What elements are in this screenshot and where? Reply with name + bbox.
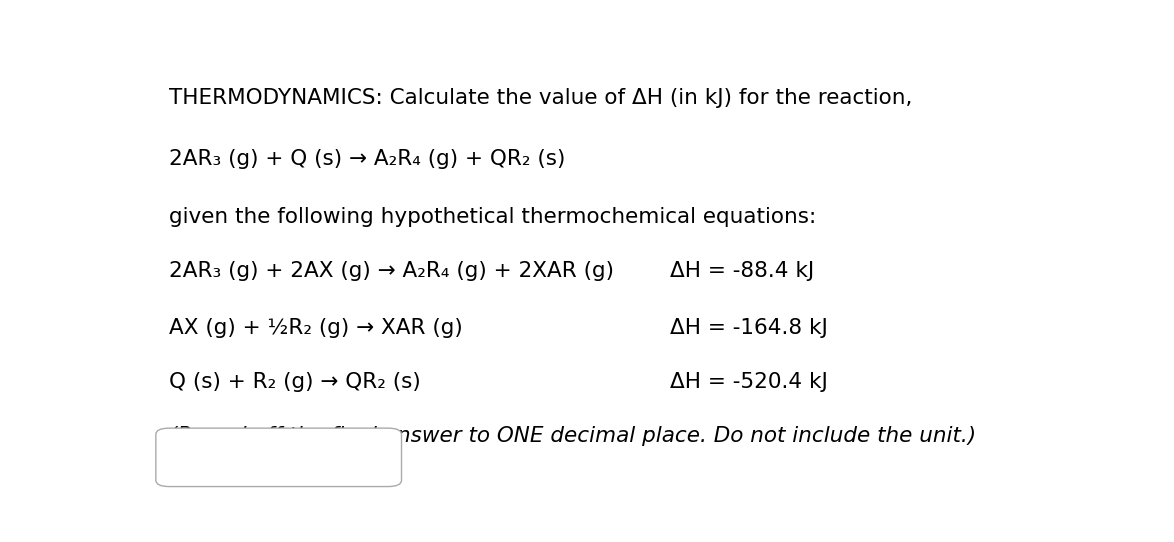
Text: Q (s) + R₂ (g) → QR₂ (s): Q (s) + R₂ (g) → QR₂ (s) [169, 372, 421, 392]
Text: ΔH = -164.8 kJ: ΔH = -164.8 kJ [670, 318, 828, 338]
Text: ΔH = -520.4 kJ: ΔH = -520.4 kJ [670, 372, 828, 392]
FancyBboxPatch shape [156, 428, 402, 487]
Text: THERMODYNAMICS: Calculate the value of ΔH (in kJ) for the reaction,: THERMODYNAMICS: Calculate the value of Δ… [169, 88, 913, 108]
Text: ΔH = -88.4 kJ: ΔH = -88.4 kJ [670, 261, 814, 281]
Text: 2AR₃ (g) + 2AX (g) → A₂R₄ (g) + 2XAR (g): 2AR₃ (g) + 2AX (g) → A₂R₄ (g) + 2XAR (g) [169, 261, 614, 281]
Text: (Round off the final answer to ONE decimal place. Do not include the unit.): (Round off the final answer to ONE decim… [169, 426, 977, 446]
Text: AX (g) + ½R₂ (g) → XAR (g): AX (g) + ½R₂ (g) → XAR (g) [169, 318, 464, 338]
Text: given the following hypothetical thermochemical equations:: given the following hypothetical thermoc… [169, 207, 817, 227]
Text: 2AR₃ (g) + Q (s) → A₂R₄ (g) + QR₂ (s): 2AR₃ (g) + Q (s) → A₂R₄ (g) + QR₂ (s) [169, 149, 566, 169]
